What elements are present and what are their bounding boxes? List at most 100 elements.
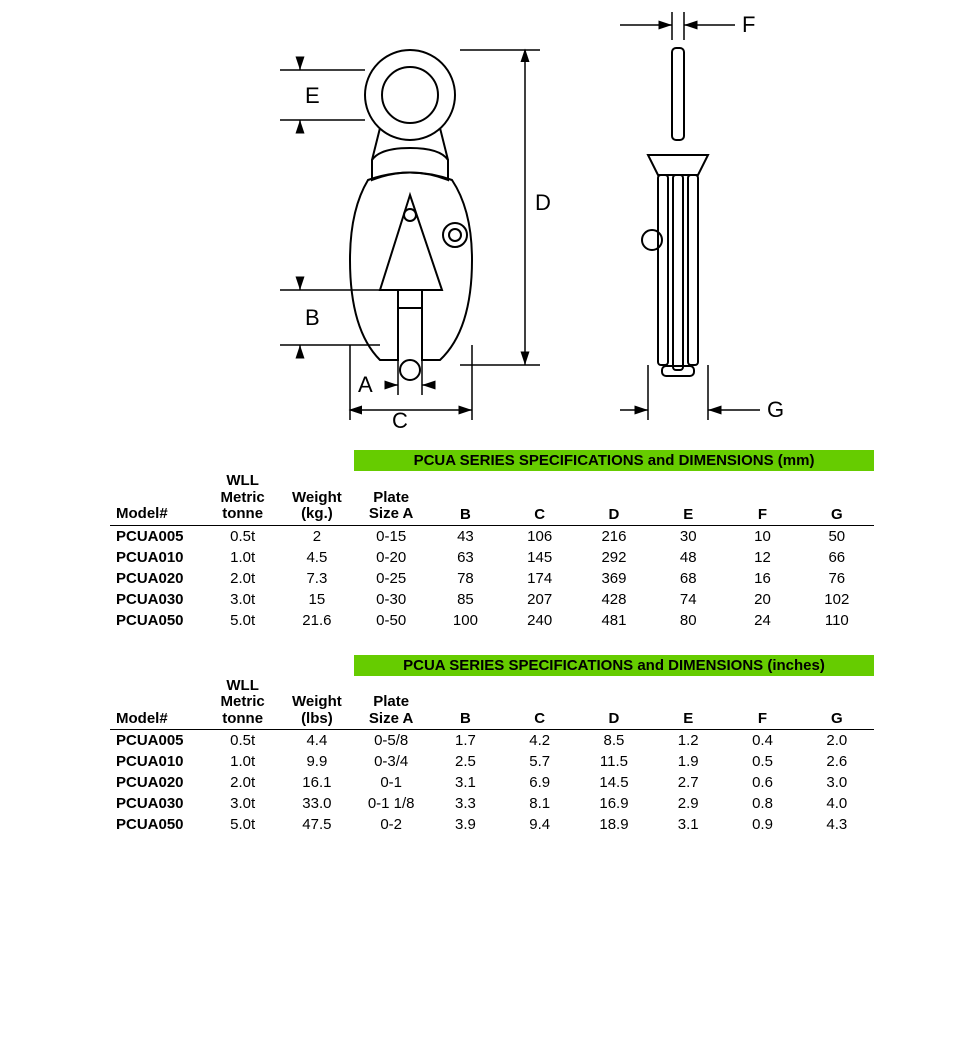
table-row: PCUA005 0.5t 2 0-15 43 106 216 30 10 50 (110, 525, 874, 547)
cell: 4.5 (280, 547, 354, 568)
cell: 0-50 (354, 610, 428, 631)
cell: 2.5 (428, 751, 502, 772)
cell: 2.7 (651, 772, 725, 793)
th-g: G (800, 676, 874, 730)
cell: 50 (800, 525, 874, 547)
cell-model: PCUA005 (110, 730, 206, 752)
cell: 5.0t (206, 814, 280, 835)
cell: 2.0t (206, 772, 280, 793)
cell: 1.2 (651, 730, 725, 752)
spec-table-mm: PCUA SERIES SPECIFICATIONS and DIMENSION… (110, 450, 874, 631)
spec-table-in: PCUA SERIES SPECIFICATIONS and DIMENSION… (110, 655, 874, 836)
cell: 14.5 (577, 772, 651, 793)
cell-model: PCUA050 (110, 610, 206, 631)
table-row: PCUA020 2.0t 16.1 0-1 3.1 6.9 14.5 2.7 0… (110, 772, 874, 793)
clamp-diagram: E B D A C F G (0, 0, 954, 430)
cell: 4.0 (800, 793, 874, 814)
th-e: E (651, 676, 725, 730)
cell: 78 (428, 568, 502, 589)
table-row: PCUA030 3.0t 33.0 0-1 1/8 3.3 8.1 16.9 2… (110, 793, 874, 814)
cell: 2.0t (206, 568, 280, 589)
cell: 68 (651, 568, 725, 589)
cell-model: PCUA010 (110, 751, 206, 772)
page: E B D A C F G PCUA SERIES SPECIFICATIONS… (0, 0, 954, 835)
th-wll: WLL Metric tonne (206, 471, 280, 525)
cell: 0-1 (354, 772, 428, 793)
th-plate: Plate Size A (354, 676, 428, 730)
table-banner-mm: PCUA SERIES SPECIFICATIONS and DIMENSION… (354, 450, 874, 471)
cell: 145 (503, 547, 577, 568)
th-g: G (800, 471, 874, 525)
cell: 0.5t (206, 525, 280, 547)
cell: 7.3 (280, 568, 354, 589)
cell: 4.3 (800, 814, 874, 835)
cell: 1.9 (651, 751, 725, 772)
th-d: D (577, 676, 651, 730)
dim-label-e: E (305, 83, 320, 108)
cell: 3.0t (206, 589, 280, 610)
cell: 481 (577, 610, 651, 631)
table-row: PCUA030 3.0t 15 0-30 85 207 428 74 20 10… (110, 589, 874, 610)
cell: 15 (280, 589, 354, 610)
cell: 0.5t (206, 730, 280, 752)
cell: 3.0 (800, 772, 874, 793)
th-wll: WLL Metric tonne (206, 676, 280, 730)
table-banner-in: PCUA SERIES SPECIFICATIONS and DIMENSION… (354, 655, 874, 676)
cell: 3.1 (651, 814, 725, 835)
tbody-mm: PCUA005 0.5t 2 0-15 43 106 216 30 10 50 … (110, 525, 874, 631)
cell: 3.0t (206, 793, 280, 814)
cell: 0-20 (354, 547, 428, 568)
th-model: Model# (110, 471, 206, 525)
table-row: PCUA050 5.0t 21.6 0-50 100 240 481 80 24… (110, 610, 874, 631)
cell: 369 (577, 568, 651, 589)
cell: 0-1 1/8 (354, 793, 428, 814)
dim-label-f: F (742, 12, 755, 37)
cell: 0-3/4 (354, 751, 428, 772)
cell: 0.9 (725, 814, 799, 835)
cell: 174 (503, 568, 577, 589)
cell: 0-5/8 (354, 730, 428, 752)
cell: 5.0t (206, 610, 280, 631)
cell: 2.9 (651, 793, 725, 814)
dim-label-d: D (535, 190, 551, 215)
cell: 0-25 (354, 568, 428, 589)
cell: 20 (725, 589, 799, 610)
cell: 85 (428, 589, 502, 610)
cell-model: PCUA050 (110, 814, 206, 835)
cell: 11.5 (577, 751, 651, 772)
th-b: B (428, 471, 502, 525)
cell: 240 (503, 610, 577, 631)
cell-model: PCUA010 (110, 547, 206, 568)
cell: 3.9 (428, 814, 502, 835)
cell: 9.4 (503, 814, 577, 835)
cell: 16.1 (280, 772, 354, 793)
th-weight: Weight (kg.) (280, 471, 354, 525)
cell: 6.9 (503, 772, 577, 793)
cell: 106 (503, 525, 577, 547)
cell: 100 (428, 610, 502, 631)
dim-label-a: A (358, 372, 373, 397)
table-row: PCUA010 1.0t 4.5 0-20 63 145 292 48 12 6… (110, 547, 874, 568)
cell: 0.6 (725, 772, 799, 793)
cell: 207 (503, 589, 577, 610)
cell: 2.0 (800, 730, 874, 752)
cell: 66 (800, 547, 874, 568)
cell: 80 (651, 610, 725, 631)
cell: 47.5 (280, 814, 354, 835)
cell-model: PCUA030 (110, 589, 206, 610)
dim-label-g: G (767, 397, 784, 422)
cell: 1.7 (428, 730, 502, 752)
cell: 0.5 (725, 751, 799, 772)
cell: 48 (651, 547, 725, 568)
table-row: PCUA005 0.5t 4.4 0-5/8 1.7 4.2 8.5 1.2 0… (110, 730, 874, 752)
cell: 4.4 (280, 730, 354, 752)
th-weight: Weight (lbs) (280, 676, 354, 730)
cell: 76 (800, 568, 874, 589)
cell: 16.9 (577, 793, 651, 814)
cell: 0-30 (354, 589, 428, 610)
cell: 0-15 (354, 525, 428, 547)
th-d: D (577, 471, 651, 525)
table-row: PCUA010 1.0t 9.9 0-3/4 2.5 5.7 11.5 1.9 … (110, 751, 874, 772)
cell: 102 (800, 589, 874, 610)
cell: 5.7 (503, 751, 577, 772)
